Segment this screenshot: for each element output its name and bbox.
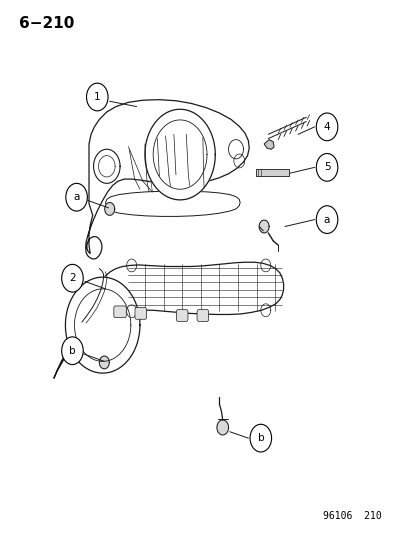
Polygon shape	[104, 203, 114, 215]
Text: a: a	[323, 215, 330, 224]
Polygon shape	[145, 109, 215, 200]
Circle shape	[86, 83, 108, 111]
Circle shape	[62, 264, 83, 292]
FancyBboxPatch shape	[176, 310, 188, 321]
FancyBboxPatch shape	[135, 308, 146, 319]
Text: 5: 5	[323, 163, 330, 172]
Text: 96106  210: 96106 210	[322, 511, 380, 521]
Polygon shape	[259, 220, 268, 233]
Text: 4: 4	[323, 122, 330, 132]
Text: 1: 1	[94, 92, 100, 102]
Text: b: b	[257, 433, 263, 443]
FancyBboxPatch shape	[197, 310, 208, 321]
Circle shape	[66, 183, 87, 211]
Polygon shape	[85, 100, 249, 259]
Text: a: a	[73, 192, 80, 202]
Text: b: b	[69, 346, 76, 356]
Polygon shape	[216, 420, 228, 435]
Polygon shape	[105, 191, 240, 216]
Circle shape	[62, 337, 83, 365]
Polygon shape	[54, 262, 283, 378]
Text: 6−210: 6−210	[19, 16, 74, 31]
Circle shape	[249, 424, 271, 452]
Circle shape	[316, 154, 337, 181]
Polygon shape	[255, 169, 288, 176]
Polygon shape	[263, 140, 273, 149]
FancyBboxPatch shape	[114, 306, 126, 318]
Polygon shape	[99, 356, 109, 369]
Circle shape	[316, 113, 337, 141]
Polygon shape	[93, 149, 120, 183]
Text: 2: 2	[69, 273, 76, 283]
Polygon shape	[65, 277, 140, 373]
Circle shape	[316, 206, 337, 233]
